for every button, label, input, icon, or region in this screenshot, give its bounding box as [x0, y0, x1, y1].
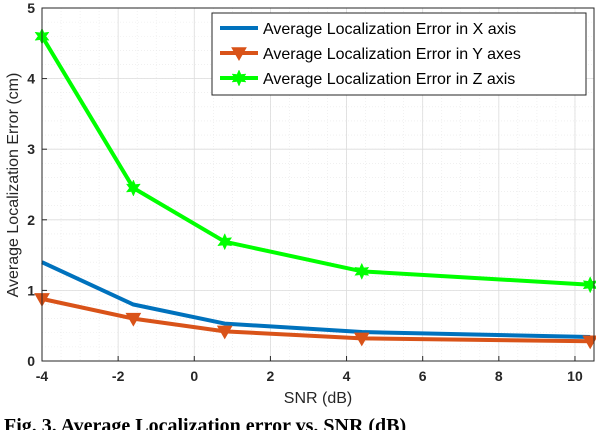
x-tick-label: 8: [495, 368, 503, 384]
data-point: [216, 325, 233, 340]
axis-ticks: -4 -2 0 2 4 6 8 10 0 1 2 3 4 5: [27, 0, 583, 384]
series-1: [41, 260, 591, 339]
x-tick-label: -2: [112, 368, 125, 384]
data-point: [353, 332, 370, 347]
series-line: [41, 260, 591, 339]
data-point: [582, 276, 596, 294]
data-point: [217, 233, 233, 251]
x-tick-label: 4: [343, 368, 351, 384]
data-point: [125, 312, 142, 327]
series-layer: [34, 27, 596, 350]
legend-marker: [231, 69, 247, 87]
y-tick-label: 0: [27, 353, 35, 369]
legend-entry: Average Localization Error in Y axes: [220, 46, 521, 63]
x-tick-label: 10: [567, 368, 583, 384]
y-tick-label: 1: [27, 282, 35, 298]
legend-marker: [231, 47, 247, 62]
legend-label: Average Localization Error in X axis: [263, 21, 516, 38]
legend-label: Average Localization Error in Z axis: [263, 71, 515, 88]
plot-frame: [41, 7, 595, 362]
legend-label: Average Localization Error in Y axes: [263, 46, 521, 63]
x-tick-label: 0: [190, 368, 198, 384]
x-axis-label: SNR (dB): [284, 390, 352, 407]
y-tick-label: 5: [27, 0, 35, 16]
x-tick-label: 2: [267, 368, 275, 384]
legend: Average Localization Error in X axis Aver…: [211, 12, 587, 96]
legend-box: [211, 12, 587, 96]
data-point: [354, 262, 370, 280]
x-tick-label: -4: [36, 368, 49, 384]
legend-entry: Average Localization Error in X axis: [220, 21, 516, 38]
x-tick-label: 6: [419, 368, 427, 384]
y-tick-label: 4: [27, 71, 35, 87]
legend-entry: Average Localization Error in Z axis: [220, 69, 515, 88]
y-tick-label: 2: [27, 212, 35, 228]
y-tick-label: 3: [27, 141, 35, 157]
chart: -4 -2 0 2 4 6 8 10 0 1 2 3 4 5 SNR (dB) Average Local…: [5, 0, 596, 407]
figure-caption: Fig. 3. Average Localization error vs. S…: [4, 415, 407, 430]
data-point: [125, 179, 141, 197]
y-axis-label: Average Localization Error (cm): [5, 73, 22, 298]
